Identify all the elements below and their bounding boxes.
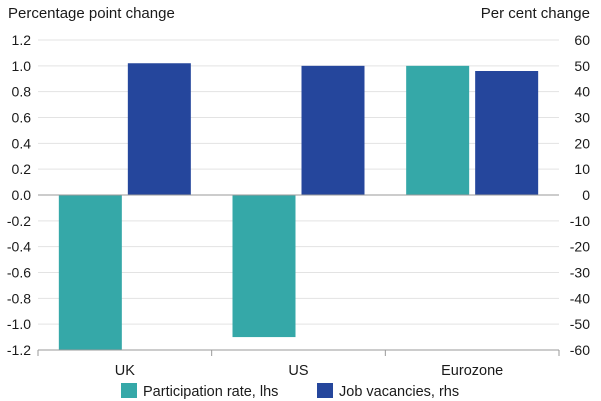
bar-right-us: [301, 65, 365, 195]
right-axis-ticks: 60 50 40 30 20 10 0 -10 -20 -30 -40 -50 -60: [570, 32, 590, 358]
x-axis: UK US Eurozone: [37, 194, 560, 379]
legend-label: Participation rate, lhs: [143, 384, 278, 400]
bar-right-eurozone: [475, 71, 539, 195]
left-axis-title: Percentage point change: [8, 5, 175, 22]
right-tick-label: -20: [570, 239, 590, 255]
left-tick-label: 1.2: [12, 32, 32, 48]
right-tick-label: -10: [570, 213, 590, 229]
bar-right-uk: [127, 63, 191, 195]
right-tick-label: 30: [574, 110, 590, 126]
category-label: US: [288, 363, 308, 379]
right-tick-label: -60: [570, 342, 590, 358]
right-tick-label: 50: [574, 58, 590, 74]
bars: [58, 63, 539, 350]
bar-left-uk: [58, 195, 122, 350]
right-tick-label: 60: [574, 32, 590, 48]
left-tick-label: 0.2: [12, 161, 32, 177]
left-tick-label: -0.4: [7, 239, 31, 255]
right-tick-label: -30: [570, 265, 590, 281]
left-tick-label: -0.6: [7, 265, 31, 281]
right-tick-label: 20: [574, 135, 590, 151]
legend: Participation rate, lhs Job vacancies, rh…: [121, 383, 459, 400]
bar-left-us: [232, 195, 296, 338]
right-tick-label: 40: [574, 84, 590, 100]
right-axis-title: Per cent change: [481, 5, 590, 22]
right-tick-label: 0: [582, 187, 590, 203]
left-tick-label: 0.4: [12, 135, 32, 151]
legend-swatch: [317, 383, 333, 398]
left-tick-label: -1.0: [7, 316, 31, 332]
category-label: Eurozone: [441, 363, 503, 379]
legend-label: Job vacancies, rhs: [339, 384, 459, 400]
left-axis-ticks: 1.2 1.0 0.8 0.6 0.4 0.2 0.0 -0.2 -0.4 -0.6 -0.8 -1.…: [7, 32, 31, 358]
left-tick-label: -1.2: [7, 342, 31, 358]
left-tick-label: 0.0: [12, 187, 32, 203]
left-tick-label: 0.6: [12, 110, 32, 126]
category-label: UK: [115, 363, 135, 379]
left-tick-label: -0.2: [7, 213, 31, 229]
right-tick-label: -50: [570, 316, 590, 332]
left-tick-label: 0.8: [12, 84, 32, 100]
bar-left-eurozone: [406, 65, 470, 195]
left-tick-label: 1.0: [12, 58, 32, 74]
legend-swatch: [121, 383, 137, 398]
right-tick-label: 10: [574, 161, 590, 177]
left-tick-label: -0.8: [7, 290, 31, 306]
gridlines: [38, 39, 559, 325]
right-tick-label: -40: [570, 290, 590, 306]
